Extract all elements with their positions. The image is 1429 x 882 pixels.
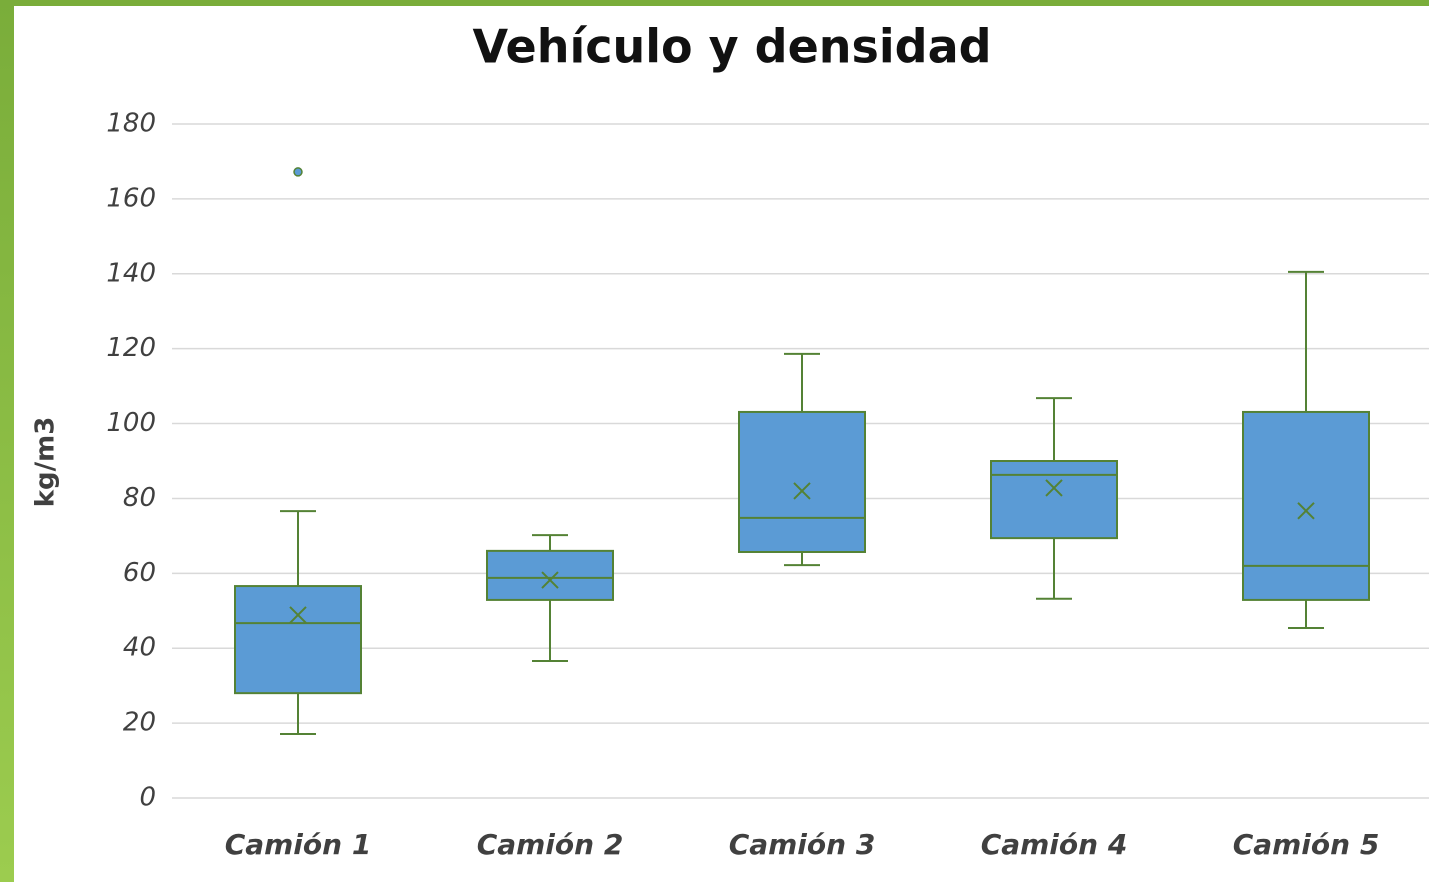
- mean-marker: [793, 482, 811, 500]
- box: [990, 460, 1118, 540]
- y-tick-label: 0: [139, 783, 156, 813]
- y-tick-label: 100: [106, 408, 156, 438]
- box: [486, 549, 614, 601]
- x-tick-label: Camión 5: [1233, 828, 1380, 861]
- chart-title: Vehículo y densidad: [472, 20, 991, 74]
- x-tick-label: Camión 2: [477, 828, 624, 861]
- outlier: [293, 167, 303, 177]
- x-tick-label: Camión 4: [981, 828, 1128, 861]
- chart-panel: [14, 6, 1429, 882]
- box: [1242, 410, 1370, 601]
- box: [234, 585, 362, 695]
- mean-marker: [1297, 502, 1315, 520]
- y-tick-label: 60: [123, 558, 156, 588]
- y-tick-label: 40: [123, 633, 156, 663]
- y-tick-label: 160: [106, 183, 156, 213]
- y-tick-label: 80: [123, 483, 156, 513]
- y-tick-label: 140: [106, 258, 156, 288]
- y-tick-label: 180: [106, 109, 156, 139]
- y-tick-label: 120: [106, 333, 156, 363]
- y-axis-label: kg/m3: [31, 417, 61, 508]
- mean-marker: [1045, 479, 1063, 497]
- mean-marker: [289, 606, 307, 624]
- x-tick-label: Camión 3: [729, 828, 876, 861]
- mean-marker: [541, 571, 559, 589]
- x-tick-label: Camión 1: [225, 828, 372, 861]
- box: [738, 410, 866, 553]
- y-tick-label: 20: [123, 708, 156, 738]
